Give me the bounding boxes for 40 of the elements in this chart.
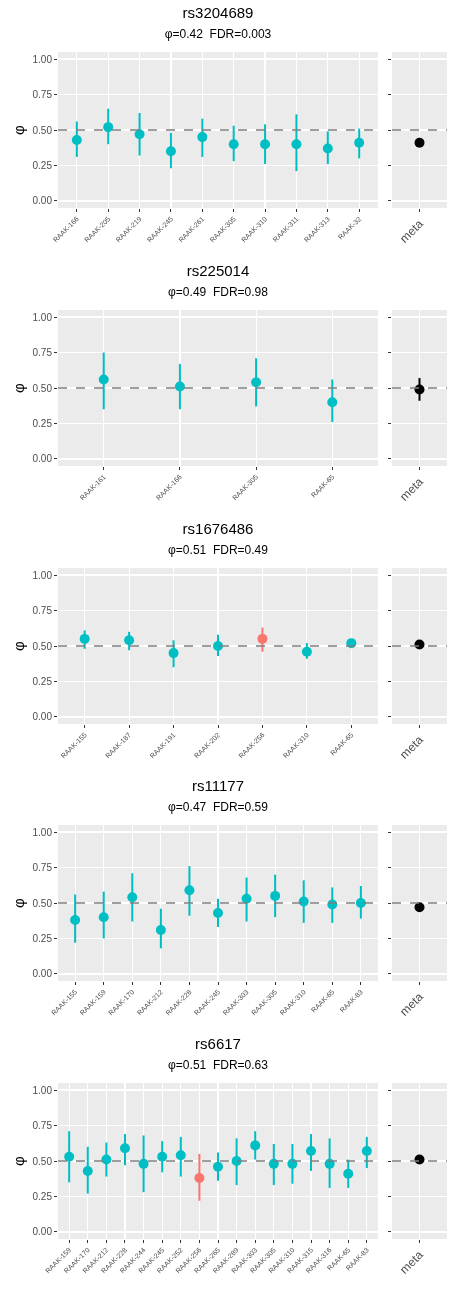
chart-subtitle: φ=0.49 FDR=0.98 — [168, 284, 269, 299]
y-tick-label: 0.00 — [32, 711, 53, 722]
chart-subtitle: φ=0.47 FDR=0.59 — [168, 799, 269, 814]
y-tick-label: 0.75 — [32, 862, 53, 874]
chart-subtitle: φ=0.51 FDR=0.49 — [168, 542, 269, 557]
chart-title: rs1676486 — [182, 519, 254, 537]
y-tick-label: 0.50 — [32, 1155, 53, 1167]
y-axis-title: φ — [9, 124, 27, 135]
y-tick-label: 1.00 — [32, 53, 53, 65]
y-tick-label: 0.00 — [32, 195, 53, 207]
chart-subtitle: φ=0.42 FDR=0.003 — [164, 26, 272, 41]
y-tick-label: 1.00 — [32, 311, 53, 323]
y-axis-title: φ — [9, 1156, 27, 1167]
y-tick-label: 0.75 — [32, 89, 53, 101]
y-tick-label: 1.00 — [32, 569, 53, 581]
y-tick-label: 0.50 — [32, 124, 53, 136]
chart-subtitle: φ=0.51 FDR=0.63 — [168, 1057, 269, 1072]
chart-title: rs6617 — [195, 1035, 241, 1053]
y-tick-label: 0.25 — [32, 417, 53, 429]
chart-title: rs11177 — [192, 777, 244, 795]
y-tick-label: 0.25 — [32, 159, 53, 171]
y-axis-title: φ — [9, 382, 27, 393]
y-tick-label: 0.75 — [32, 604, 53, 616]
chart-title: rs225014 — [186, 261, 250, 279]
y-tick-label: 0.00 — [32, 968, 53, 980]
y-tick-label: 0.00 — [32, 1226, 53, 1238]
y-tick-label: 0.00 — [32, 453, 53, 465]
y-tick-label: 0.75 — [32, 346, 53, 358]
chart-title: rs3204689 — [182, 4, 254, 22]
y-tick-label: 0.25 — [32, 933, 53, 945]
y-tick-label: 0.50 — [32, 640, 53, 652]
y-tick-label: 0.50 — [32, 382, 53, 394]
y-tick-label: 0.50 — [32, 897, 53, 909]
y-axis-title: φ — [9, 640, 27, 651]
y-tick-label: 0.25 — [32, 675, 53, 687]
y-tick-label: 0.75 — [32, 1120, 53, 1132]
y-tick-label: 1.00 — [32, 1084, 53, 1096]
y-tick-label: 1.00 — [32, 826, 53, 838]
y-tick-label: 0.25 — [32, 1191, 53, 1203]
y-axis-title: φ — [9, 898, 27, 909]
